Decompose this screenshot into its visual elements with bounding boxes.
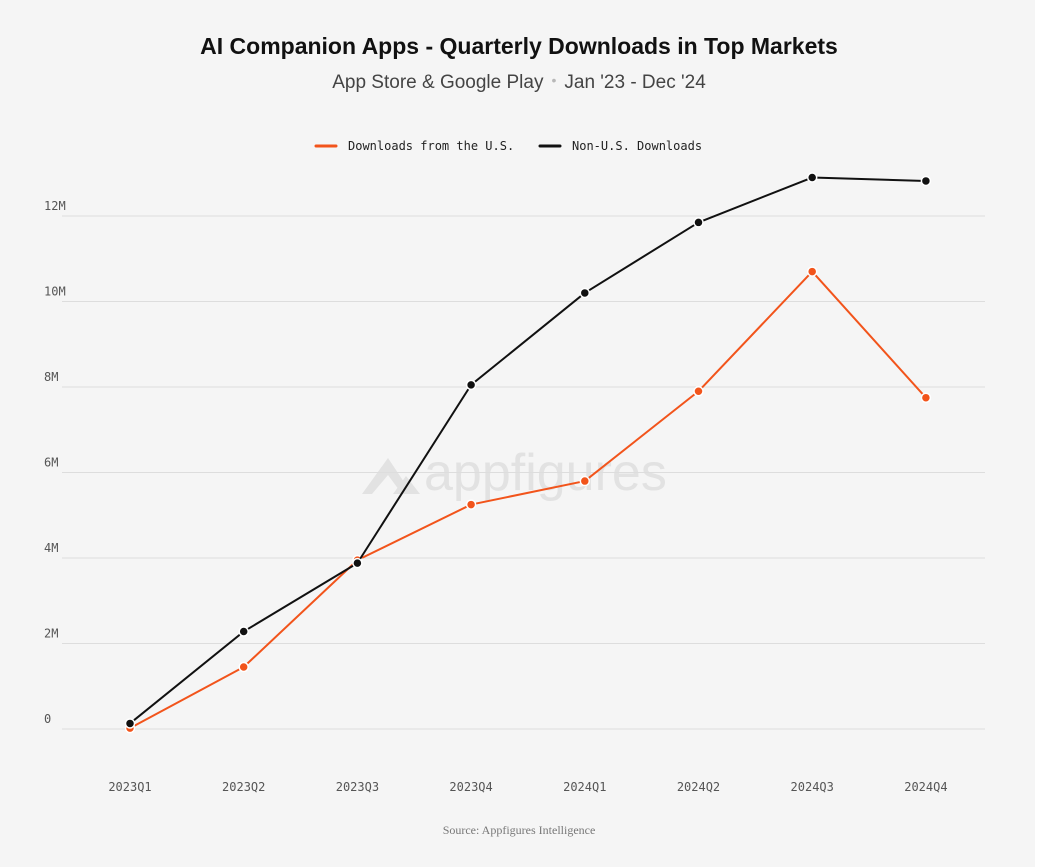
legend-label: Downloads from the U.S. (348, 139, 514, 153)
data-point (238, 661, 249, 673)
y-axis-ticks: 0 2M 4M 6M 8M 10M 12M (44, 199, 66, 726)
data-point (806, 172, 818, 183)
y-tick-label: 6M (44, 456, 58, 470)
data-point (579, 287, 591, 299)
data-point (693, 386, 704, 397)
x-tick-label: 2024Q4 (904, 780, 947, 794)
x-tick-label: 2024Q2 (677, 780, 720, 794)
y-tick-label: 0 (44, 712, 51, 726)
data-point (238, 626, 249, 637)
x-tick-label: 2023Q1 (108, 780, 151, 794)
y-tick-label: 2M (44, 627, 58, 641)
x-tick-label: 2023Q4 (449, 780, 492, 794)
data-point (465, 379, 477, 391)
x-tick-label: 2023Q3 (336, 780, 379, 794)
y-tick-label: 10M (44, 285, 66, 299)
data-point (352, 557, 363, 569)
chart-title: AI Companion Apps - Quarterly Downloads … (200, 33, 838, 59)
x-tick-label: 2024Q3 (791, 780, 834, 794)
data-point (920, 175, 932, 187)
subtitle-right: Jan '23 - Dec '24 (564, 72, 706, 93)
x-axis-ticks: 2023Q1 2023Q2 2023Q3 2023Q4 2024Q1 2024Q2 2024… (108, 780, 947, 794)
legend-label: Non-U.S. Downloads (572, 139, 702, 153)
data-point (465, 499, 477, 510)
y-tick-label: 12M (44, 199, 66, 213)
data-point (124, 718, 136, 729)
x-tick-label: 2024Q1 (563, 780, 606, 794)
y-tick-label: 8M (44, 370, 58, 384)
series-line (129, 176, 927, 725)
data-point (806, 266, 818, 277)
source-note: Source: Appfigures Intelligence (443, 823, 596, 837)
subtitle-separator: • (551, 72, 556, 88)
y-gridlines (62, 215, 985, 730)
watermark-logo-icon (362, 458, 420, 494)
y-tick-label: 4M (44, 541, 58, 555)
series-group (124, 172, 932, 729)
series-line (129, 270, 927, 730)
series (124, 172, 932, 734)
data-point (693, 217, 704, 228)
data-point (579, 475, 591, 487)
x-tick-label: 2023Q2 (222, 780, 265, 794)
chart-subtitle: App Store & Google Play • Jan '23 - Dec … (332, 72, 706, 93)
legend: Downloads from the U.S. Non-U.S. Download… (314, 139, 702, 153)
data-point (920, 392, 932, 403)
subtitle-left: App Store & Google Play (332, 72, 544, 93)
